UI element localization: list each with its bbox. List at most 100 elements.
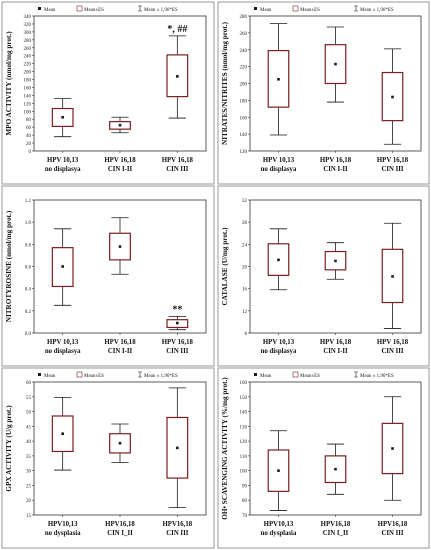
y-tick-label: 45 <box>26 425 32 430</box>
legend: Mean Mean±ES Mean ± 1,96*ES <box>38 371 178 379</box>
x-tick-label: CIN I-II <box>323 348 348 355</box>
legend: Mean Mean±ES Mean ± 1,96*ES <box>254 5 394 13</box>
y-tick-label: 70 <box>242 514 248 519</box>
y-tick-label: 50 <box>26 411 32 416</box>
y-tick-label: 60 <box>26 126 32 131</box>
x-tick-label: HPV10,13 <box>48 521 78 528</box>
legend-label: Mean <box>44 374 56 379</box>
y-tick-label: 15 <box>26 514 32 519</box>
y-tick-label: 180 <box>240 99 248 104</box>
legend-swatch-mean <box>38 7 41 10</box>
legend: Mean Mean±ES Mean ± 1,96*ES <box>38 5 178 13</box>
legend-swatch-se <box>292 5 299 12</box>
x-tick-label: HPV 10,13 <box>47 157 79 164</box>
y-axis-label: MPO ACTIVITY (nmol/mg prot.) <box>5 31 13 136</box>
y-tick-label: 40 <box>26 440 32 445</box>
legend-label: Mean±ES <box>84 374 104 379</box>
y-tick-label: 260 <box>24 47 32 52</box>
y-tick-label: 20 <box>242 266 248 271</box>
box-2 <box>324 242 347 280</box>
x-tick-label: HPV 16,18 <box>377 339 409 346</box>
x-tick-label: CIN III <box>381 348 403 355</box>
legend-swatch-mean <box>254 7 257 10</box>
x-tick-label: no displasya <box>45 348 81 355</box>
mean-marker <box>176 75 179 78</box>
y-tick-label: 340 <box>24 15 32 20</box>
x-tick-label: CIN III <box>381 530 403 537</box>
x-tick-label: CIN III <box>166 348 188 355</box>
legend-label: Mean±ES <box>300 374 320 379</box>
x-tick-label: CIN I_II <box>323 530 349 537</box>
y-tick-label: 240 <box>24 55 32 60</box>
x-tick-label: HPV16,18 <box>321 521 351 528</box>
y-tick-label: 0.2 <box>25 310 32 315</box>
y-tick-label: 35 <box>26 455 32 460</box>
y-tick-label: 220 <box>240 66 248 71</box>
legend-label: Mean±ES <box>84 8 104 13</box>
mean-marker <box>61 265 64 268</box>
y-tick-label: 25 <box>26 484 32 489</box>
box-2 <box>324 443 347 495</box>
box-2 <box>109 116 131 134</box>
chart-panel-5: Mean Mean±ES Mean ± 1,96*ES 15 20 25 30 35 40 45 5… <box>1 367 215 549</box>
legend-swatch-se <box>76 371 83 378</box>
chart-panel-1: Mean Mean±ES Mean ± 1,96*ES 0 20 40 60 80 100 120… <box>1 1 215 185</box>
y-tick-label: 0.0 <box>25 332 32 337</box>
y-tick-label: 24 <box>242 243 248 248</box>
y-tick-label: 110 <box>240 455 248 460</box>
x-tick-label: HPV10,13 <box>264 521 294 528</box>
y-tick-label: 160 <box>240 116 248 121</box>
y-tick-label: 80 <box>26 118 32 123</box>
y-tick-label: 140 <box>24 94 32 99</box>
y-tick-label: 60 <box>26 381 32 386</box>
y-tick-label: 28 <box>242 221 248 226</box>
y-tick-label: 0.4 <box>25 288 32 293</box>
legend-label: Mean <box>260 374 272 379</box>
y-tick-label: 280 <box>240 15 248 20</box>
y-tick-label: 16 <box>242 288 248 293</box>
y-tick-label: 20 <box>26 499 32 504</box>
mean-marker <box>61 432 64 436</box>
y-tick-label: 100 <box>240 470 248 475</box>
legend-swatch-se <box>292 371 299 378</box>
y-tick-label: 32 <box>242 199 248 204</box>
legend-label: Mean <box>260 8 272 13</box>
y-tick-label: 0 <box>29 150 32 155</box>
legend-label: Mean ± 1,96*ES <box>144 8 178 13</box>
x-tick-label: HPV 16,18 <box>104 157 136 164</box>
box-2 <box>109 423 131 463</box>
legend-swatch-se <box>76 5 83 12</box>
significance-annotation: ** <box>172 304 182 315</box>
x-tick-label: HPV 10,13 <box>263 339 295 346</box>
legend-swatch-ci <box>138 371 142 378</box>
chart-panel-2: Mean Mean±ES Mean ± 1,96*ES 120 140 160 180 200… <box>217 1 430 185</box>
box-2 <box>109 217 131 275</box>
legend-label: Mean ± 1,96*ES <box>144 374 178 379</box>
box-1 <box>51 396 74 471</box>
x-tick-label: CIN I-II <box>108 348 133 355</box>
x-tick-label: CIN I-II <box>108 166 133 173</box>
y-tick-label: 130 <box>240 425 248 430</box>
x-tick-label: HPV16,18 <box>105 521 135 528</box>
box-3 <box>166 35 189 119</box>
x-tick-label: HPV 16,18 <box>104 339 136 346</box>
legend-swatch-mean <box>38 373 41 376</box>
legend-label: Mean ± 1,96*ES <box>360 8 394 13</box>
y-tick-label: 140 <box>240 133 248 138</box>
y-axis-label: CATALASE (U/mg prot.) <box>221 227 229 306</box>
x-tick-label: CIN III <box>166 166 188 173</box>
x-tick-label: HPV 16,18 <box>320 157 352 164</box>
y-tick-label: 12 <box>242 310 248 315</box>
mean-marker <box>118 441 122 445</box>
y-axis-label: OH• SCAVENGING ACTIVITY (%/mg prot.) <box>221 377 229 520</box>
box-1 <box>267 430 290 511</box>
mean-marker <box>118 245 122 248</box>
y-tick-label: 320 <box>24 23 32 28</box>
box-3 <box>381 396 404 501</box>
y-axis-label: GPX ACTIVITY (U/g prot.) <box>5 405 13 492</box>
significance-annotation: *, ## <box>167 24 187 35</box>
box-3 <box>381 222 404 329</box>
x-tick-label: CIN I_II <box>107 530 133 537</box>
legend-label: Mean <box>44 8 56 13</box>
legend-label: Mean±ES <box>300 8 320 13</box>
